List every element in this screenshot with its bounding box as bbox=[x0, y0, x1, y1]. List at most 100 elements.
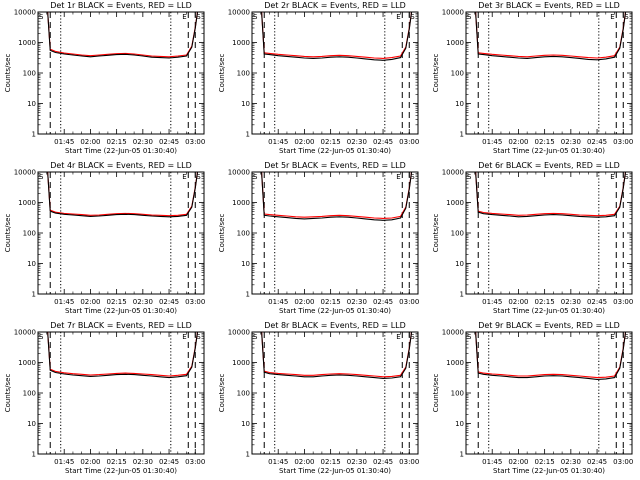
x-tick-label: 02:30 bbox=[133, 458, 153, 466]
x-tick-label: 02:30 bbox=[133, 138, 153, 146]
y-tick-label: 10000 bbox=[14, 329, 36, 337]
saa-marker: S bbox=[196, 173, 201, 181]
series-group bbox=[261, 12, 413, 61]
x-tick-label: 02:30 bbox=[347, 298, 367, 306]
end-marker: E bbox=[610, 13, 614, 21]
x-tick-label: 02:30 bbox=[347, 138, 367, 146]
x-axis-label: Start Time (22-Jun-05 01:30:40) bbox=[279, 307, 391, 315]
x-tick-label: 02:00 bbox=[508, 138, 528, 146]
chart-panel-1: Det 1r BLACK = Events, RED = LLD 1 10 100 10… bbox=[4, 1, 205, 155]
lld-series-line bbox=[261, 332, 413, 378]
start-marker: S bbox=[467, 333, 472, 341]
x-tick-label: 02:00 bbox=[80, 138, 100, 146]
start-marker: S bbox=[253, 333, 258, 341]
chart-panel-8: Det 8r BLACK = Events, RED = LLD 1 10 100 10… bbox=[218, 321, 419, 475]
y-tick-label: 10000 bbox=[14, 169, 36, 177]
plot-frame bbox=[465, 331, 633, 455]
x-tick-label: 01:45 bbox=[482, 458, 502, 466]
y-axis-label: Counts/sec bbox=[4, 214, 12, 253]
x-tick-label: 02:15 bbox=[535, 138, 555, 146]
y-tick-label: 10000 bbox=[442, 329, 464, 337]
x-tick-label: 02:15 bbox=[321, 298, 341, 306]
y-tick-label: 10000 bbox=[228, 169, 250, 177]
y-tick-label: 100 bbox=[451, 390, 464, 398]
y-tick-label: 10000 bbox=[14, 9, 36, 17]
x-tick-label: 01:45 bbox=[54, 298, 74, 306]
chart-title: Det 6r BLACK = Events, RED = LLD bbox=[478, 161, 620, 170]
y-axis-label: Counts/sec bbox=[432, 374, 440, 413]
end-marker: E bbox=[396, 333, 400, 341]
y-tick-label: 10 bbox=[241, 100, 250, 108]
lld-series-line bbox=[47, 332, 199, 377]
y-tick-label: 10 bbox=[455, 420, 464, 428]
y-axis-label: Counts/sec bbox=[432, 214, 440, 253]
series-group bbox=[47, 12, 199, 59]
chart-title: Det 5r BLACK = Events, RED = LLD bbox=[264, 161, 406, 170]
plot-frame bbox=[465, 11, 633, 135]
x-tick-label: 02:30 bbox=[133, 298, 153, 306]
x-tick-label: 02:00 bbox=[294, 458, 314, 466]
y-tick-label: 10000 bbox=[442, 169, 464, 177]
x-tick-label: 02:15 bbox=[107, 138, 127, 146]
x-tick-label: 03:00 bbox=[185, 138, 205, 146]
y-tick-label: 1 bbox=[32, 451, 36, 459]
x-tick-label: 01:45 bbox=[268, 138, 288, 146]
y-tick-label: 100 bbox=[23, 230, 36, 238]
y-tick-label: 1000 bbox=[232, 359, 250, 367]
x-axis-label: Start Time (22-Jun-05 01:30:40) bbox=[493, 307, 605, 315]
saa-marker: S bbox=[196, 13, 201, 21]
y-tick-label: 1 bbox=[460, 291, 464, 299]
x-tick-label: 03:00 bbox=[399, 458, 419, 466]
chart-panel-3: Det 3r BLACK = Events, RED = LLD 1 10 100 10… bbox=[432, 1, 633, 155]
series-group bbox=[475, 172, 627, 218]
events-series-line bbox=[47, 172, 199, 218]
x-tick-label: 01:45 bbox=[54, 458, 74, 466]
lld-series-line bbox=[475, 172, 627, 217]
x-tick-label: 02:30 bbox=[561, 298, 581, 306]
x-tick-label: 03:00 bbox=[613, 458, 633, 466]
events-series-line bbox=[475, 172, 627, 218]
end-marker: E bbox=[182, 13, 186, 21]
chart-title: Det 3r BLACK = Events, RED = LLD bbox=[478, 1, 620, 10]
y-tick-label: 100 bbox=[237, 390, 250, 398]
saa-marker: S bbox=[624, 173, 629, 181]
y-axis-label: Counts/sec bbox=[4, 374, 12, 413]
y-axis-label: Counts/sec bbox=[218, 374, 226, 413]
start-marker: S bbox=[39, 333, 44, 341]
plot-frame bbox=[37, 331, 205, 455]
y-tick-label: 1000 bbox=[18, 199, 36, 207]
x-tick-label: 02:00 bbox=[508, 298, 528, 306]
x-axis-label: Start Time (22-Jun-05 01:30:40) bbox=[65, 307, 177, 315]
saa-marker: S bbox=[410, 173, 415, 181]
y-tick-label: 1 bbox=[246, 131, 250, 139]
x-axis-label: Start Time (22-Jun-05 01:30:40) bbox=[279, 147, 391, 155]
y-tick-label: 10 bbox=[27, 260, 36, 268]
chart-title: Det 7r BLACK = Events, RED = LLD bbox=[50, 321, 192, 330]
series-group bbox=[47, 172, 199, 218]
start-marker: S bbox=[467, 13, 472, 21]
series-group bbox=[475, 12, 627, 61]
x-tick-label: 02:15 bbox=[107, 298, 127, 306]
end-marker: E bbox=[396, 13, 400, 21]
chart-title: Det 9r BLACK = Events, RED = LLD bbox=[478, 321, 620, 330]
y-tick-label: 1 bbox=[32, 131, 36, 139]
y-tick-label: 1000 bbox=[446, 359, 464, 367]
plot-frame bbox=[251, 171, 419, 295]
y-tick-label: 100 bbox=[23, 390, 36, 398]
x-tick-label: 03:00 bbox=[613, 298, 633, 306]
y-axis-label: Counts/sec bbox=[432, 54, 440, 93]
x-tick-label: 02:45 bbox=[587, 298, 607, 306]
chart-panel-6: Det 6r BLACK = Events, RED = LLD 1 10 100 10… bbox=[432, 161, 633, 315]
x-tick-label: 02:30 bbox=[561, 138, 581, 146]
saa-marker: S bbox=[624, 333, 629, 341]
lld-series-line bbox=[261, 12, 413, 59]
plot-frame bbox=[251, 11, 419, 135]
x-axis-label: Start Time (22-Jun-05 01:30:40) bbox=[65, 467, 177, 475]
chart-panel-9: Det 9r BLACK = Events, RED = LLD 1 10 100 10… bbox=[432, 321, 633, 475]
x-tick-label: 03:00 bbox=[399, 138, 419, 146]
x-tick-label: 03:00 bbox=[185, 298, 205, 306]
chart-title: Det 4r BLACK = Events, RED = LLD bbox=[50, 161, 192, 170]
x-tick-label: 02:45 bbox=[159, 298, 179, 306]
y-tick-label: 100 bbox=[451, 70, 464, 78]
x-tick-label: 02:00 bbox=[294, 138, 314, 146]
